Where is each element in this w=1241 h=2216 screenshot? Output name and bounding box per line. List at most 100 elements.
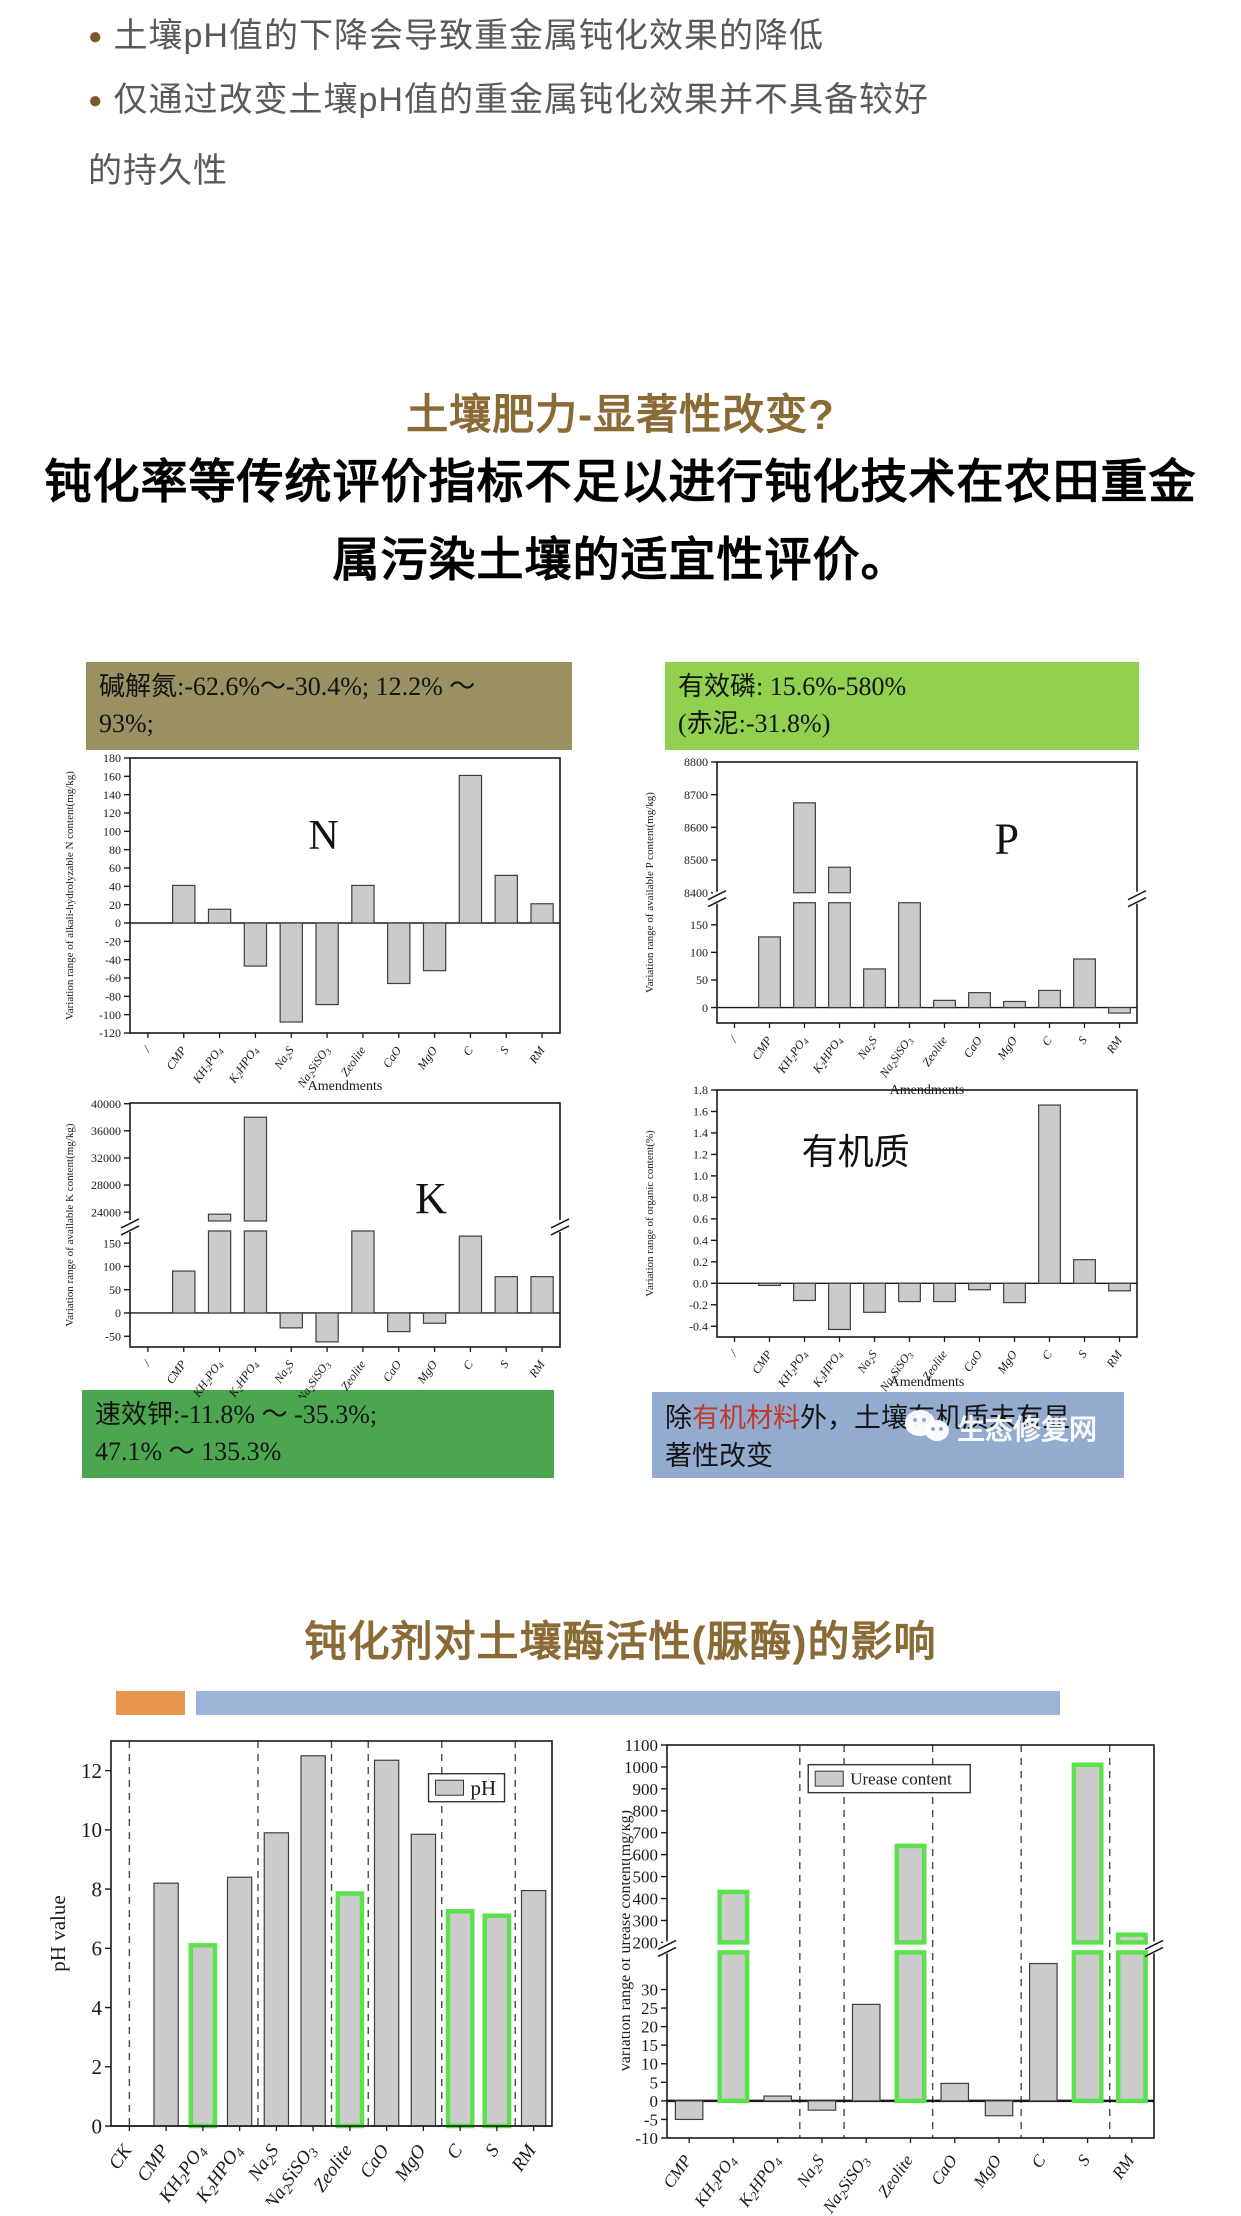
caption-line: 有效磷: 15.6%-580% bbox=[678, 672, 907, 701]
svg-text:S: S bbox=[481, 2140, 504, 2160]
svg-text:-40: -40 bbox=[105, 953, 121, 967]
caption-line: 47.1% ～ 135.3% bbox=[95, 1436, 282, 1466]
svg-text:CMP: CMP bbox=[749, 1033, 775, 1062]
chart-urease-content: 20030040050060070080090010001100-10-5051… bbox=[622, 1736, 1164, 2216]
caption-line: 著性改变 bbox=[665, 1441, 773, 1472]
svg-text:/: / bbox=[139, 1042, 154, 1055]
svg-text:S: S bbox=[1073, 2151, 1094, 2169]
svg-text:-10: -10 bbox=[635, 2129, 658, 2148]
svg-text:1.0: 1.0 bbox=[693, 1169, 708, 1183]
svg-text:/: / bbox=[726, 1346, 741, 1359]
svg-text:Na2SiSO3: Na2SiSO3 bbox=[294, 1357, 334, 1398]
svg-text:-100: -100 bbox=[99, 1008, 121, 1022]
svg-text:CaO: CaO bbox=[356, 2141, 394, 2183]
svg-text:8: 8 bbox=[92, 1877, 103, 1901]
svg-text:150: 150 bbox=[690, 918, 708, 932]
svg-text:KH2PO4: KH2PO4 bbox=[189, 1043, 226, 1087]
caption-box-organic-matter: 除有机材料外，土壤有机质未有显 著性改变 bbox=[652, 1392, 1124, 1478]
svg-text:8600: 8600 bbox=[684, 821, 708, 835]
section-title-fertility: 土壤肥力-显著性改变? bbox=[406, 391, 835, 438]
svg-text:CMP: CMP bbox=[163, 1043, 189, 1072]
bullet-item-1: ● 土壤pH值的下降会导致重金属钝化效果的降低 bbox=[88, 8, 824, 57]
svg-text:600: 600 bbox=[633, 1846, 659, 1865]
svg-text:-50: -50 bbox=[105, 1329, 121, 1343]
svg-text:0.6: 0.6 bbox=[693, 1212, 708, 1226]
chart-organic-matter: -0.4 -0.2 0.0 0.2 0.4 0.6 0.8 1.0 1.2 1.4 1.6 1.8 / C… bbox=[644, 1083, 1138, 1392]
svg-text:300: 300 bbox=[633, 1911, 659, 1930]
svg-text:Zeolite: Zeolite bbox=[309, 2141, 356, 2196]
svg-text:S: S bbox=[1075, 1348, 1090, 1361]
bullet-icon: ● bbox=[88, 23, 104, 50]
svg-text:CK: CK bbox=[105, 2140, 138, 2174]
svg-text:/: / bbox=[139, 1356, 154, 1369]
svg-text:900: 900 bbox=[633, 1780, 659, 1799]
svg-text:8500: 8500 bbox=[684, 853, 708, 867]
svg-text:KH2PO4: KH2PO4 bbox=[189, 1357, 226, 1398]
svg-text:200: 200 bbox=[633, 1933, 659, 1952]
svg-text:100: 100 bbox=[690, 946, 708, 960]
caption-text: 除 bbox=[665, 1403, 692, 1433]
svg-text:0: 0 bbox=[92, 2114, 103, 2138]
svg-text:Amendments: Amendments bbox=[890, 1375, 965, 1390]
svg-text:1000: 1000 bbox=[624, 1758, 658, 1777]
svg-text:/: / bbox=[726, 1032, 741, 1045]
svg-text:30: 30 bbox=[641, 1980, 658, 1999]
svg-text:Na2SiSO3: Na2SiSO3 bbox=[876, 1033, 916, 1081]
svg-text:32000: 32000 bbox=[91, 1151, 121, 1165]
svg-text:RM: RM bbox=[1108, 2151, 1139, 2184]
svg-text:C: C bbox=[1039, 1347, 1056, 1362]
svg-text:K: K bbox=[415, 1174, 447, 1223]
svg-text:MgO: MgO bbox=[414, 1043, 440, 1072]
caption-line: 碱解氮:-62.6%～-30.4%; 12.2% ～ bbox=[99, 672, 476, 701]
svg-text:K2HPO4: K2HPO4 bbox=[809, 1033, 846, 1077]
svg-text:100: 100 bbox=[103, 825, 121, 839]
svg-text:C: C bbox=[1039, 1033, 1056, 1048]
svg-text:MgO: MgO bbox=[994, 1347, 1020, 1376]
chart-available-potassium: 2400028000320003600040000-50050100150/CM… bbox=[64, 1098, 570, 1398]
svg-text:C: C bbox=[460, 1043, 477, 1058]
svg-text:pH: pH bbox=[471, 1776, 497, 1800]
svg-text:150: 150 bbox=[103, 1236, 121, 1250]
svg-text:Variation range of organic con: Variation range of organic content(%) bbox=[644, 1130, 656, 1297]
caption-box-available-phosphorus: 有效磷: 15.6%-580% (赤泥:-31.8%) bbox=[665, 662, 1139, 750]
svg-text:Na2SiSO3: Na2SiSO3 bbox=[818, 2151, 874, 2216]
svg-text:36000: 36000 bbox=[91, 1124, 121, 1138]
wechat-icon bbox=[905, 1408, 949, 1448]
svg-text:12: 12 bbox=[81, 1759, 102, 1783]
svg-text:Na2S: Na2S bbox=[271, 1044, 298, 1074]
svg-text:CaO: CaO bbox=[927, 2151, 961, 2188]
svg-text:0.4: 0.4 bbox=[693, 1234, 708, 1248]
svg-text:400: 400 bbox=[633, 1889, 659, 1908]
svg-text:0: 0 bbox=[115, 916, 121, 930]
svg-text:Na2S: Na2S bbox=[792, 2151, 830, 2193]
bullet-text: 仅通过改变土壤pH值的重金属钝化效果并不具备较好 bbox=[113, 81, 929, 119]
svg-text:pH value: pH value bbox=[46, 1895, 70, 1971]
svg-text:-20: -20 bbox=[105, 935, 121, 949]
svg-text:-120: -120 bbox=[99, 1026, 121, 1040]
svg-text:C: C bbox=[1028, 2151, 1050, 2172]
svg-text:CMP: CMP bbox=[659, 2151, 695, 2191]
watermark: 生态修复网 bbox=[905, 1408, 1097, 1448]
svg-text:K2HPO4: K2HPO4 bbox=[734, 2151, 786, 2212]
bullet-icon: ● bbox=[88, 87, 104, 114]
caption-text-highlight: 有机材料 bbox=[692, 1403, 800, 1433]
svg-text:Na2S: Na2S bbox=[271, 1358, 298, 1388]
paragraph-line-1: 钝化率等传统评价指标不足以进行钝化技术在农田重金 bbox=[44, 455, 1197, 508]
svg-text:10: 10 bbox=[81, 1818, 102, 1842]
svg-text:S: S bbox=[497, 1358, 512, 1371]
svg-text:MgO: MgO bbox=[390, 2141, 430, 2186]
svg-text:C: C bbox=[460, 1357, 477, 1372]
svg-text:Variation range of urease cont: Variation range of urease content(mg/kg) bbox=[622, 1810, 634, 2073]
svg-text:15: 15 bbox=[641, 2036, 658, 2055]
svg-text:0.2: 0.2 bbox=[693, 1255, 708, 1269]
svg-text:0: 0 bbox=[115, 1306, 121, 1320]
caption-line: 93%; bbox=[99, 708, 154, 738]
svg-text:20: 20 bbox=[109, 898, 121, 912]
svg-text:-60: -60 bbox=[105, 971, 121, 985]
svg-text:25: 25 bbox=[641, 1999, 658, 2018]
svg-text:-5: -5 bbox=[644, 2110, 658, 2129]
svg-text:有机质: 有机质 bbox=[802, 1132, 910, 1172]
svg-text:140: 140 bbox=[103, 788, 121, 802]
svg-text:RM: RM bbox=[507, 2140, 541, 2176]
